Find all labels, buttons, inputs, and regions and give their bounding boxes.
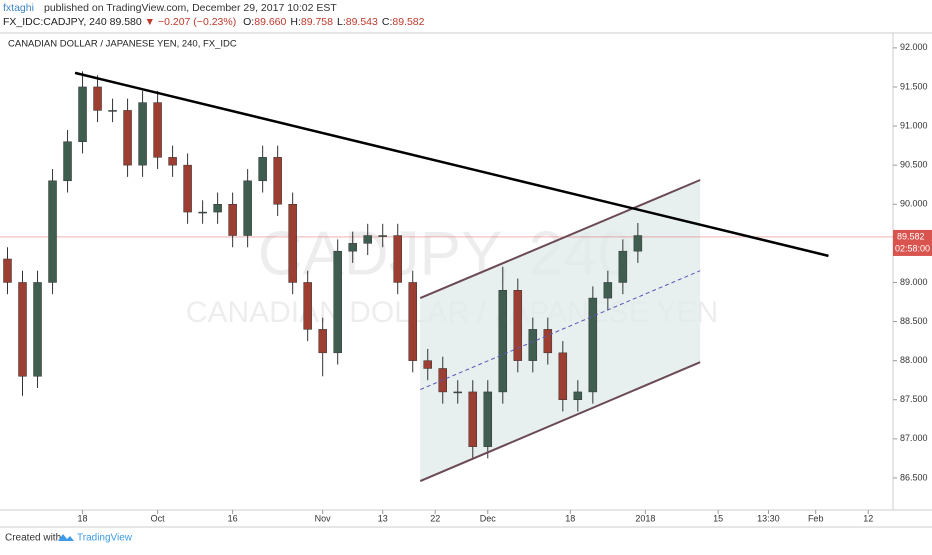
x-tick-label: 22 — [430, 513, 440, 523]
channel-middle — [420, 270, 701, 391]
candle-body — [618, 250, 628, 283]
y-tick-label: 88.000 — [900, 355, 928, 365]
y-tick-label: 92.000 — [900, 42, 928, 52]
x-tick-label: 18 — [565, 513, 575, 523]
x-tick-label: 2018 — [635, 513, 655, 523]
x-tick-label: Feb — [808, 513, 824, 523]
x-tick-label: 16 — [228, 513, 238, 523]
y-tick-label: 87.500 — [900, 394, 928, 404]
candle-body — [573, 391, 583, 400]
last-price-tag — [893, 229, 932, 256]
created: Created with — [5, 533, 61, 544]
x-tick-label: 13:30 — [757, 513, 780, 523]
candle-body — [423, 360, 432, 369]
ohlc-label: H: — [290, 16, 301, 28]
candle-body — [513, 290, 523, 361]
candle-body — [78, 86, 87, 142]
candle-body — [333, 250, 342, 354]
y-tick-label: 87.000 — [900, 433, 928, 443]
brand[interactable]: TradingView — [77, 533, 133, 544]
y-tick-label: 88.500 — [900, 316, 928, 326]
candle-body — [603, 282, 613, 299]
channel-lower — [419, 361, 701, 482]
countdown: 02:58:00 — [895, 243, 930, 253]
ohlc-label: O: — [243, 16, 254, 28]
candle-body — [153, 102, 162, 158]
candle-body — [123, 110, 132, 166]
candle-body — [393, 235, 402, 283]
arrow: ▼ — [145, 16, 155, 28]
symbol: FX_IDC:CADJPY, 240 — [3, 16, 107, 28]
x-tick-label: 18 — [78, 513, 88, 523]
candle-body — [18, 282, 27, 377]
brand-logo — [58, 534, 74, 541]
candle-body — [258, 157, 267, 182]
x-tick-label: 12 — [863, 513, 873, 523]
candle-body — [93, 86, 102, 111]
author[interactable]: fxtaghi — [3, 2, 34, 14]
x-tick-label: 13 — [378, 513, 388, 523]
candle-body — [183, 164, 192, 213]
candle-body — [168, 157, 177, 166]
ohlc-label: C: — [382, 16, 393, 28]
ohlc-value: 89.758 — [301, 16, 333, 28]
candle-body — [48, 180, 57, 283]
x-tick-label: Nov — [315, 513, 332, 523]
candle-body — [318, 329, 327, 354]
last: 89.580 — [110, 16, 142, 28]
candle-body — [528, 329, 538, 361]
candle-body — [33, 282, 42, 377]
candle-body — [408, 282, 417, 361]
chart-title: CANADIAN DOLLAR / JAPANESE YEN, 240, FX_… — [8, 39, 237, 50]
y-tick-label: 86.500 — [900, 472, 928, 482]
candle-body — [348, 243, 357, 252]
candle-body — [543, 329, 553, 354]
ohlc-value: 89.582 — [392, 16, 424, 28]
candle-body — [213, 204, 222, 213]
candle-body — [498, 290, 508, 393]
y-tick-label: 91.000 — [900, 120, 928, 130]
y-tick-label: 89.000 — [900, 277, 928, 287]
candle-body — [468, 391, 478, 447]
candle-body — [273, 157, 282, 205]
ohlc-value: 89.543 — [346, 16, 378, 28]
candle-body — [243, 180, 252, 236]
candle-body — [108, 110, 117, 112]
last-price-label: 89.582 — [897, 231, 925, 241]
candle-body — [63, 141, 72, 182]
candle-body — [288, 204, 297, 283]
published: published on TradingView.com, December 2… — [44, 2, 337, 14]
channel-upper — [419, 179, 701, 300]
change: −0.207 (−0.23%) — [158, 16, 236, 28]
candle-body — [453, 391, 463, 394]
candle-body — [483, 391, 493, 447]
quote-line: FX_IDC:CADJPY, 240 89.580 ▼ −0.207 (−0.2… — [3, 16, 425, 28]
x-tick-label: 15 — [713, 513, 723, 523]
trendline — [74, 71, 829, 258]
candle-body — [588, 297, 598, 393]
candle-body — [138, 102, 147, 166]
y-tick-label: 90.500 — [900, 160, 928, 170]
candle-body — [633, 235, 643, 252]
ohlc-value: 89.660 — [254, 16, 286, 28]
candle-body — [198, 211, 207, 214]
y-tick-label: 91.500 — [900, 81, 928, 91]
x-tick-label: Dec — [480, 513, 497, 523]
y-tick-label: 90.000 — [900, 199, 928, 209]
candle-body — [303, 282, 312, 330]
candle-body — [558, 352, 568, 400]
candle-body — [363, 235, 372, 244]
candle-body — [378, 235, 387, 237]
candle-body — [3, 258, 12, 283]
ohlc-label: L: — [337, 16, 346, 28]
candle-body — [228, 204, 237, 236]
x-tick-label: Oct — [151, 513, 166, 523]
